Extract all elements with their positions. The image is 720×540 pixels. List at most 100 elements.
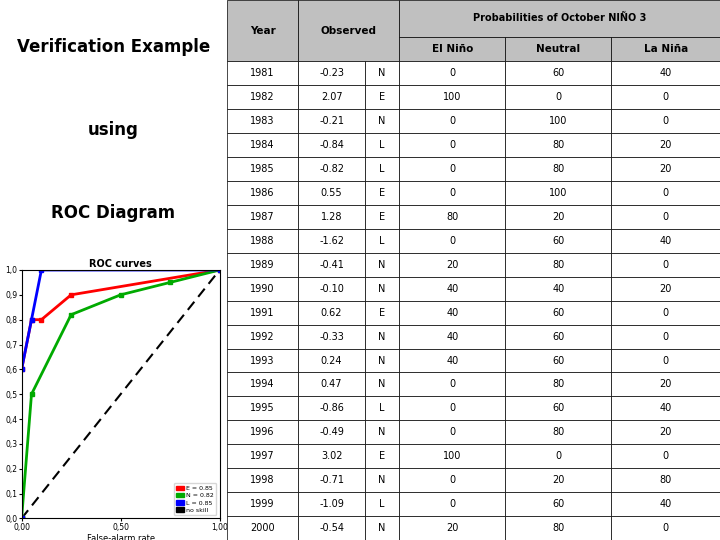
Text: N: N xyxy=(379,116,386,126)
Bar xyxy=(611,396,720,420)
Bar xyxy=(611,37,720,62)
Text: 0: 0 xyxy=(662,92,669,102)
Text: 0.24: 0.24 xyxy=(321,355,342,366)
Bar xyxy=(505,205,611,229)
Bar xyxy=(298,325,365,348)
Text: 1990: 1990 xyxy=(251,284,275,294)
Bar xyxy=(400,325,505,348)
Text: 0: 0 xyxy=(555,92,562,102)
Bar xyxy=(611,468,720,492)
Text: 20: 20 xyxy=(660,284,672,294)
Bar xyxy=(400,109,505,133)
Text: 20: 20 xyxy=(446,260,459,270)
Text: -0.49: -0.49 xyxy=(319,427,344,437)
Bar xyxy=(400,0,720,37)
Bar xyxy=(611,276,720,301)
Text: 0: 0 xyxy=(449,475,456,485)
Bar xyxy=(505,373,611,396)
Bar xyxy=(365,301,400,325)
Text: 40: 40 xyxy=(446,332,459,342)
Bar xyxy=(400,157,505,181)
Bar xyxy=(298,157,365,181)
Text: 60: 60 xyxy=(552,499,564,509)
Bar xyxy=(400,229,505,253)
Text: 40: 40 xyxy=(446,308,459,318)
Text: E: E xyxy=(379,212,385,222)
Bar xyxy=(298,85,365,109)
Text: 20: 20 xyxy=(660,427,672,437)
Text: 1.28: 1.28 xyxy=(321,212,342,222)
Bar xyxy=(365,62,400,85)
Text: 0: 0 xyxy=(662,332,669,342)
Bar xyxy=(611,62,720,85)
Bar xyxy=(365,444,400,468)
Bar xyxy=(611,205,720,229)
Bar xyxy=(227,516,298,540)
Text: 1998: 1998 xyxy=(251,475,275,485)
Text: E: E xyxy=(379,188,385,198)
Text: 20: 20 xyxy=(660,380,672,389)
Text: 100: 100 xyxy=(549,188,567,198)
Bar xyxy=(365,253,400,276)
Bar xyxy=(611,516,720,540)
Text: L: L xyxy=(379,140,385,150)
Bar xyxy=(400,444,505,468)
Bar xyxy=(298,181,365,205)
Text: N: N xyxy=(379,523,386,533)
Text: 100: 100 xyxy=(444,451,462,461)
Text: 1993: 1993 xyxy=(251,355,275,366)
Text: 60: 60 xyxy=(552,403,564,414)
Text: 1996: 1996 xyxy=(251,427,275,437)
Text: N: N xyxy=(379,355,386,366)
Text: 1986: 1986 xyxy=(251,188,275,198)
Bar xyxy=(505,348,611,373)
Text: 80: 80 xyxy=(552,164,564,174)
Bar xyxy=(298,444,365,468)
Bar xyxy=(227,301,298,325)
Text: 0: 0 xyxy=(662,116,669,126)
Text: 0: 0 xyxy=(449,236,456,246)
Bar xyxy=(365,85,400,109)
Text: 1981: 1981 xyxy=(251,69,275,78)
Bar xyxy=(227,85,298,109)
Bar xyxy=(298,133,365,157)
Bar xyxy=(227,396,298,420)
Bar xyxy=(298,109,365,133)
Legend: E = 0.85, N = 0.82, L = 0.85, no skill: E = 0.85, N = 0.82, L = 0.85, no skill xyxy=(174,483,217,515)
Bar xyxy=(505,276,611,301)
Text: 0: 0 xyxy=(449,403,456,414)
Text: 0: 0 xyxy=(662,523,669,533)
Text: Verification Example: Verification Example xyxy=(17,38,210,56)
Bar xyxy=(298,492,365,516)
Bar xyxy=(298,373,365,396)
Bar xyxy=(298,420,365,444)
Bar xyxy=(365,468,400,492)
Bar xyxy=(400,276,505,301)
Text: 0: 0 xyxy=(662,308,669,318)
Bar xyxy=(365,276,400,301)
Bar xyxy=(227,444,298,468)
Bar xyxy=(400,205,505,229)
Text: ROC Diagram: ROC Diagram xyxy=(51,204,176,221)
Text: N: N xyxy=(379,427,386,437)
Text: 100: 100 xyxy=(549,116,567,126)
Text: 20: 20 xyxy=(446,523,459,533)
Bar xyxy=(298,205,365,229)
Text: La Niña: La Niña xyxy=(644,44,688,54)
Bar xyxy=(365,325,400,348)
Text: using: using xyxy=(88,120,139,139)
Bar xyxy=(227,276,298,301)
Text: 80: 80 xyxy=(552,260,564,270)
Text: 40: 40 xyxy=(446,355,459,366)
Bar xyxy=(298,468,365,492)
Text: 80: 80 xyxy=(660,475,672,485)
Text: -0.33: -0.33 xyxy=(319,332,344,342)
Text: 1991: 1991 xyxy=(251,308,275,318)
Bar xyxy=(365,229,400,253)
Bar xyxy=(298,301,365,325)
Text: N: N xyxy=(379,475,386,485)
Bar xyxy=(611,420,720,444)
Text: 0: 0 xyxy=(662,188,669,198)
Text: 0: 0 xyxy=(662,212,669,222)
Text: N: N xyxy=(379,260,386,270)
